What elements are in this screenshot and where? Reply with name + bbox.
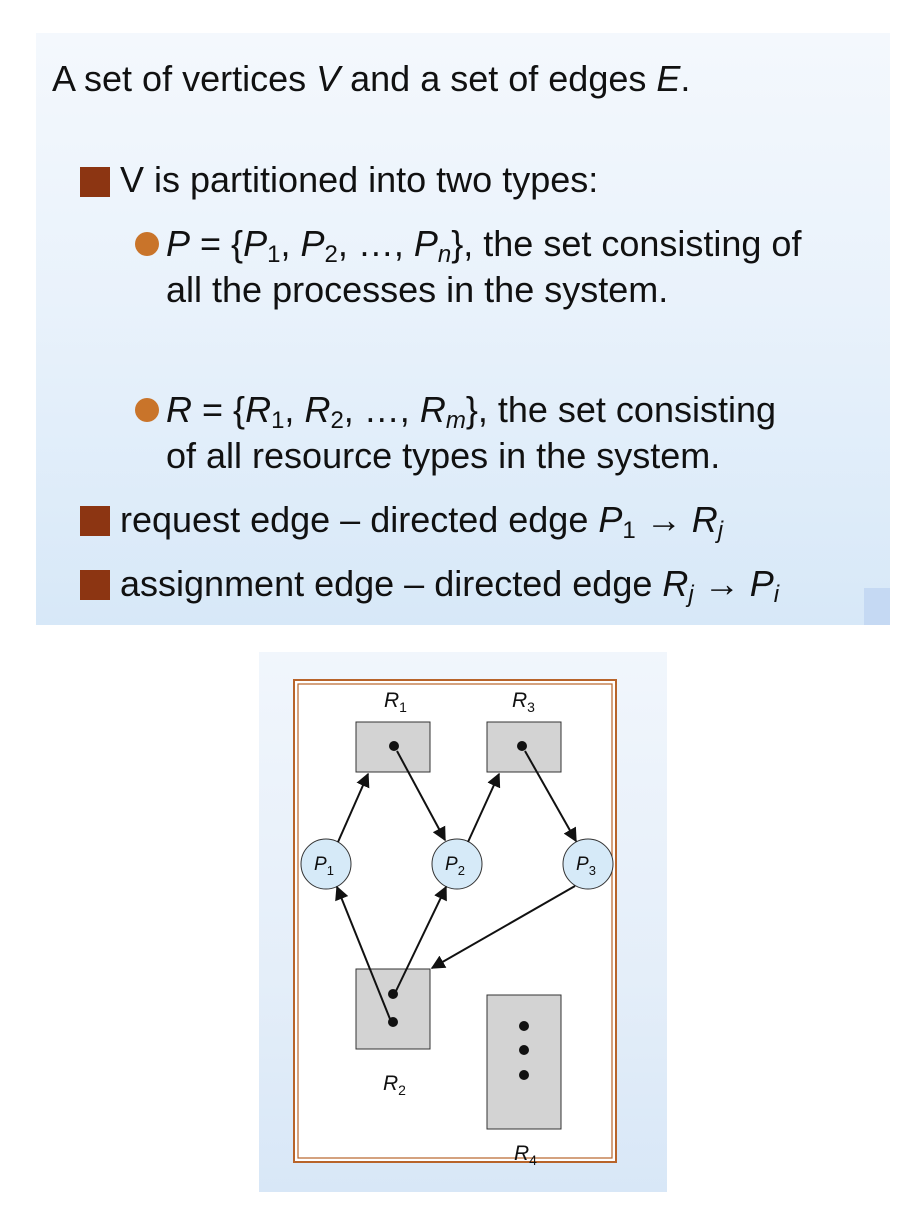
resource-instance-dot xyxy=(519,1021,529,1031)
processes-close: } xyxy=(451,223,464,264)
intro-middle: and a set of edges xyxy=(340,58,657,99)
assignment-edge-from: R xyxy=(662,563,689,604)
resource-instance-dot xyxy=(388,1017,398,1027)
processes-rest: , the set consisting of xyxy=(463,223,802,264)
process-p1-label: P1 xyxy=(314,854,334,878)
processes-p1: P xyxy=(243,223,268,264)
resources-rm: R xyxy=(419,389,446,430)
process-p2-node xyxy=(431,838,483,890)
resource-instance-dot xyxy=(519,1045,529,1055)
processes-p2: P xyxy=(300,223,325,264)
resources-sub2: 2 xyxy=(330,407,344,434)
resources-close: } xyxy=(465,389,478,430)
processes-pn: P xyxy=(413,223,438,264)
process-p3-label: P3 xyxy=(576,854,596,878)
resources-line: R = {R1, R2, …, Rm}, the set consisting xyxy=(166,389,777,433)
assignment-edge-r3-p3 xyxy=(524,750,577,843)
assignment-edge-to: P xyxy=(749,563,774,604)
intro-v: V xyxy=(316,58,341,99)
processes-line: P = {P1, P2, …, Pn}, the set consisting … xyxy=(166,223,802,267)
resource-r4-label: R4 xyxy=(514,1142,537,1168)
request-edge-p2-r3 xyxy=(467,772,501,843)
intro-suffix: . xyxy=(680,58,691,99)
resource-instance-dot xyxy=(517,741,527,751)
request-edge-text: request edge – directed edge xyxy=(120,499,599,540)
assignment-edge-to-sub: i xyxy=(773,581,780,608)
assignment-edge-line: assignment edge – directed edge Rj → Pi xyxy=(120,563,779,607)
resource-r1-label: R1 xyxy=(384,689,407,715)
assignment-edge-from-sub: j xyxy=(688,581,694,608)
square-bullet-icon xyxy=(80,506,110,536)
processes-subn: n xyxy=(437,241,452,268)
graph-frame-inner xyxy=(297,683,613,1159)
resource-r3-box xyxy=(486,721,562,773)
resources-sep1: , xyxy=(284,389,305,430)
processes-sub2: 2 xyxy=(324,241,338,268)
slide-corner-chip xyxy=(864,588,890,625)
partition-line: V is partitioned into two types: xyxy=(120,159,599,200)
intro-e: E xyxy=(656,58,681,99)
resources-sep2: , …, xyxy=(343,389,420,430)
process-p1-node xyxy=(300,838,352,890)
process-p2-label: P2 xyxy=(445,854,465,878)
processes-line2: all the processes in the system. xyxy=(166,269,669,310)
resource-instance-dot xyxy=(389,741,399,751)
resources-set-name: R xyxy=(166,389,192,430)
resources-sub1: 1 xyxy=(271,407,285,434)
resources-line2: of all resource types in the system. xyxy=(166,435,721,476)
round-bullet-icon xyxy=(135,398,159,422)
request-edge-line: request edge – directed edge P1 → Rj xyxy=(120,499,723,543)
request-edge-to-sub: j xyxy=(717,517,724,544)
intro-prefix: A set of vertices xyxy=(52,58,317,99)
resource-r2-label: R2 xyxy=(383,1072,406,1098)
processes-sep2: , …, xyxy=(337,223,414,264)
resource-instance-dot xyxy=(388,989,398,999)
processes-sub1: 1 xyxy=(267,241,281,268)
resources-r2: R xyxy=(304,389,331,430)
request-edge-from-sub: 1 xyxy=(622,517,636,544)
resources-r1: R xyxy=(245,389,272,430)
resource-r3-label: R3 xyxy=(512,689,535,715)
assignment-edge-r2-p2 xyxy=(395,885,447,992)
assignment-edge-r2-p1 xyxy=(335,885,391,1020)
request-edge-arrow: → xyxy=(635,499,692,540)
square-bullet-icon xyxy=(80,167,110,197)
processes-set-name: P xyxy=(166,223,191,264)
slide-panel xyxy=(36,33,890,625)
request-edge-from: P xyxy=(598,499,623,540)
intro-line: A set of vertices V and a set of edges E… xyxy=(52,61,690,97)
graph-frame-outer xyxy=(293,679,617,1163)
resources-subm: m xyxy=(445,407,466,434)
square-bullet-icon xyxy=(80,570,110,600)
request-edge-to: R xyxy=(691,499,718,540)
resource-r4-box xyxy=(486,994,562,1130)
request-edge-p3-r2 xyxy=(430,885,576,969)
request-edge-p1-r1 xyxy=(337,772,370,843)
processes-equals: = { xyxy=(190,223,244,264)
resource-r2-box xyxy=(355,968,431,1050)
assignment-edge-r1-p2 xyxy=(396,750,446,842)
process-p3-node xyxy=(562,838,614,890)
resources-equals: = { xyxy=(192,389,246,430)
assignment-edge-arrow: → xyxy=(693,563,750,604)
processes-sep1: , xyxy=(280,223,301,264)
round-bullet-icon xyxy=(135,232,159,256)
resource-instance-dot xyxy=(519,1070,529,1080)
assignment-edge-text: assignment edge – directed edge xyxy=(120,563,663,604)
resources-rest: , the set consisting xyxy=(477,389,777,430)
